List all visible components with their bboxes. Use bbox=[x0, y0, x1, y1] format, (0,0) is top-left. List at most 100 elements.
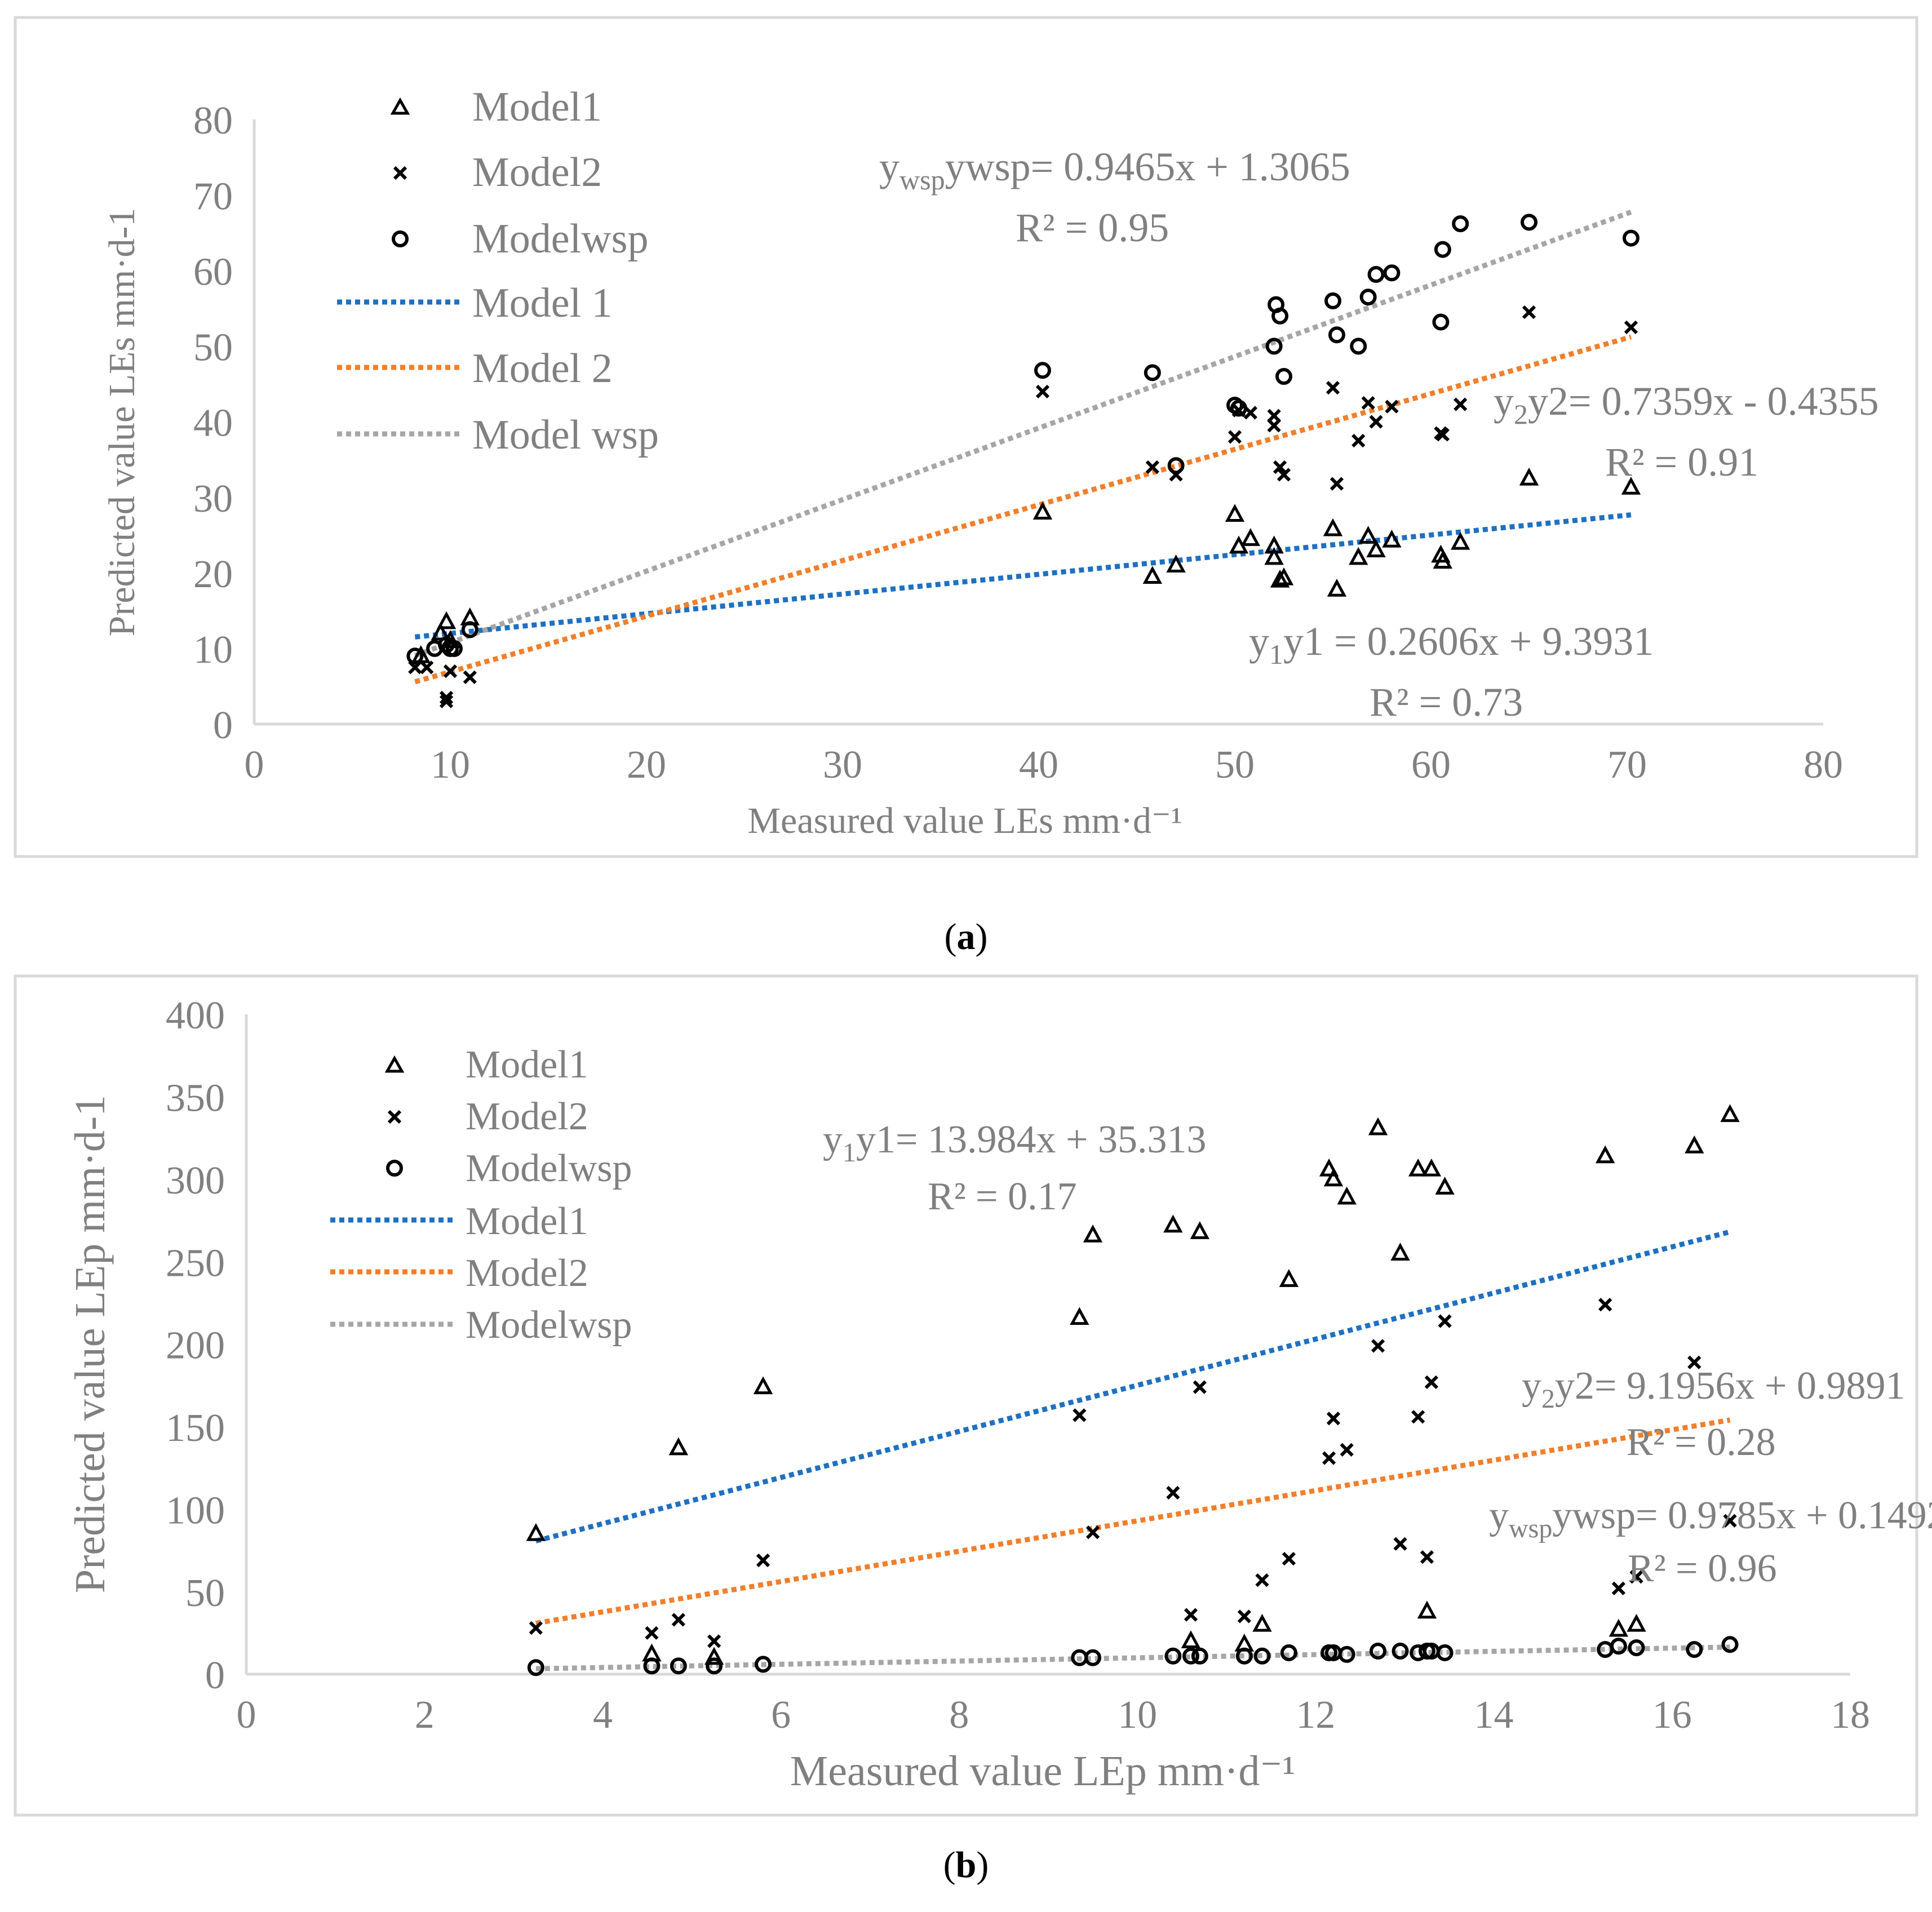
point-model1 bbox=[526, 1523, 546, 1541]
point-modelwsp bbox=[1144, 364, 1161, 381]
point-modelwsp bbox=[445, 640, 463, 657]
point-model2 bbox=[1326, 1412, 1341, 1426]
x-tick-label: 2 bbox=[415, 1693, 435, 1737]
x-tick-label: 0 bbox=[245, 743, 264, 787]
y-tick-labels-a: 0 10 20 30 40 50 60 70 80 bbox=[193, 99, 233, 747]
x-axis-title-a: Measured value LEs mm·d⁻¹ bbox=[747, 800, 1182, 841]
point-model1 bbox=[440, 630, 460, 648]
point-modelwsp bbox=[1392, 1643, 1409, 1660]
x-tick-label: 20 bbox=[627, 743, 666, 787]
x-tick-label: 30 bbox=[823, 743, 862, 787]
point-modelwsp bbox=[1280, 1644, 1297, 1661]
point-model2 bbox=[1330, 477, 1344, 491]
annotation-a-y2-equation: y2y2= 0.7359x - 0.4355 bbox=[1494, 379, 1879, 430]
point-model1 bbox=[1519, 467, 1539, 486]
annotation-b-ywsp-r2: R² = 0.96 bbox=[1628, 1547, 1777, 1590]
y-tick-label: 350 bbox=[166, 1077, 225, 1120]
annotation-a-ywsp-equation: ywspywsp= 0.9465x + 1.3065 bbox=[879, 144, 1350, 196]
point-model2 bbox=[1598, 1298, 1612, 1312]
x-tick-label: 4 bbox=[593, 1693, 613, 1737]
point-modelwsp bbox=[706, 1657, 723, 1675]
point-modelwsp bbox=[1182, 1647, 1199, 1665]
annotation-a-y1-r2: R² = 0.73 bbox=[1370, 680, 1523, 725]
point-model1 bbox=[1327, 579, 1347, 597]
point-modelwsp bbox=[1191, 1647, 1208, 1665]
point-model2 bbox=[1282, 1551, 1296, 1566]
point-model1 bbox=[1270, 569, 1290, 588]
point-modelwsp bbox=[1230, 400, 1247, 417]
annotation-b-y1-equation: y1y1= 13.984x + 35.313 bbox=[823, 1118, 1206, 1168]
point-model1 bbox=[1264, 547, 1284, 565]
point-model2 bbox=[1687, 1355, 1701, 1369]
point-model1 bbox=[1366, 539, 1386, 558]
point-modelwsp bbox=[1452, 215, 1469, 233]
point-model2 bbox=[439, 690, 454, 705]
point-model2 bbox=[1393, 1537, 1407, 1551]
point-model1 bbox=[1685, 1135, 1704, 1154]
point-modelwsp bbox=[1350, 338, 1367, 355]
point-model2 bbox=[756, 1553, 770, 1568]
point-modelwsp bbox=[1370, 1643, 1387, 1660]
y-tick-label: 150 bbox=[166, 1407, 225, 1450]
trendline-model2 bbox=[535, 1417, 1731, 1626]
point-model1 bbox=[436, 611, 457, 629]
point-model1 bbox=[1083, 1225, 1103, 1243]
annotation-a-y2-r2: R² = 0.91 bbox=[1605, 440, 1758, 485]
point-modelwsp bbox=[1084, 1649, 1102, 1666]
x-tick-label: 16 bbox=[1652, 1693, 1692, 1737]
point-model2 bbox=[1371, 1339, 1385, 1353]
point-modelwsp bbox=[1434, 241, 1451, 258]
point-model2 bbox=[1522, 305, 1536, 320]
legend-a-marker-modelwsp bbox=[392, 230, 409, 247]
point-model2 bbox=[1361, 396, 1375, 410]
point-modelwsp bbox=[1721, 1636, 1739, 1653]
legend-b-label-0: Model1 bbox=[466, 1043, 588, 1086]
point-model2 bbox=[1723, 1514, 1737, 1528]
y-tick-label: 200 bbox=[166, 1324, 225, 1368]
point-model2 bbox=[645, 1626, 659, 1640]
annotation-b-y1-r2: R² = 0.17 bbox=[928, 1175, 1077, 1218]
legend-b-marker-modelwsp bbox=[386, 1160, 403, 1177]
point-model2 bbox=[1454, 397, 1468, 411]
point-model2 bbox=[1184, 1608, 1198, 1622]
caption-a-letter: a bbox=[956, 916, 976, 957]
point-model2 bbox=[1193, 1380, 1207, 1394]
point-model2 bbox=[1277, 468, 1291, 482]
x-tick-label: 60 bbox=[1411, 743, 1451, 787]
point-model1 bbox=[1225, 504, 1245, 522]
x-tick-label: 18 bbox=[1831, 1693, 1870, 1737]
point-modelwsp bbox=[527, 1659, 544, 1676]
point-model1 bbox=[1408, 1158, 1428, 1177]
y-tick-label: 400 bbox=[166, 994, 225, 1037]
point-model1 bbox=[1166, 554, 1186, 573]
point-model1 bbox=[1279, 1269, 1299, 1287]
y-tick-label: 300 bbox=[166, 1159, 225, 1203]
point-modelwsp bbox=[461, 621, 478, 638]
legend-a-marker-model2 bbox=[393, 166, 407, 180]
annotation-a-ywsp-r2: R² = 0.95 bbox=[1016, 205, 1169, 250]
y-tick-label: 20 bbox=[193, 553, 233, 596]
legend-a-label-2: Modelwsp bbox=[472, 216, 648, 262]
point-model2 bbox=[408, 660, 422, 675]
point-modelwsp bbox=[1628, 1639, 1645, 1657]
point-model2 bbox=[1326, 381, 1340, 395]
point-model1 bbox=[1435, 1177, 1455, 1195]
panel-a-border bbox=[14, 16, 1918, 858]
chart-a: 0 10 20 30 40 50 60 70 80 0 10 20 30 40 50 60 70 80 Meas… bbox=[101, 84, 1879, 841]
y-tick-label: 100 bbox=[166, 1489, 225, 1532]
legend-a-label-4: Model 2 bbox=[472, 345, 613, 392]
point-model2 bbox=[1237, 1609, 1251, 1623]
legend-a: Model1 Model2 Modelwsp Model 1 Model 2 M… bbox=[337, 84, 659, 458]
point-modelwsp bbox=[1432, 313, 1450, 331]
y-tick-label: 50 bbox=[193, 326, 233, 370]
x-tick-label: 6 bbox=[771, 1693, 791, 1737]
x-tick-label: 8 bbox=[949, 1693, 969, 1737]
point-modelwsp bbox=[1622, 229, 1639, 247]
point-model2 bbox=[1629, 1570, 1643, 1584]
y-axis-title-a: Predicted value LEs mm·d-1 bbox=[101, 208, 143, 637]
y-tick-label: 10 bbox=[193, 628, 233, 672]
legend-b-marker-model2 bbox=[387, 1110, 402, 1124]
point-modelwsp bbox=[1324, 292, 1341, 309]
point-model1 bbox=[1368, 1117, 1388, 1135]
